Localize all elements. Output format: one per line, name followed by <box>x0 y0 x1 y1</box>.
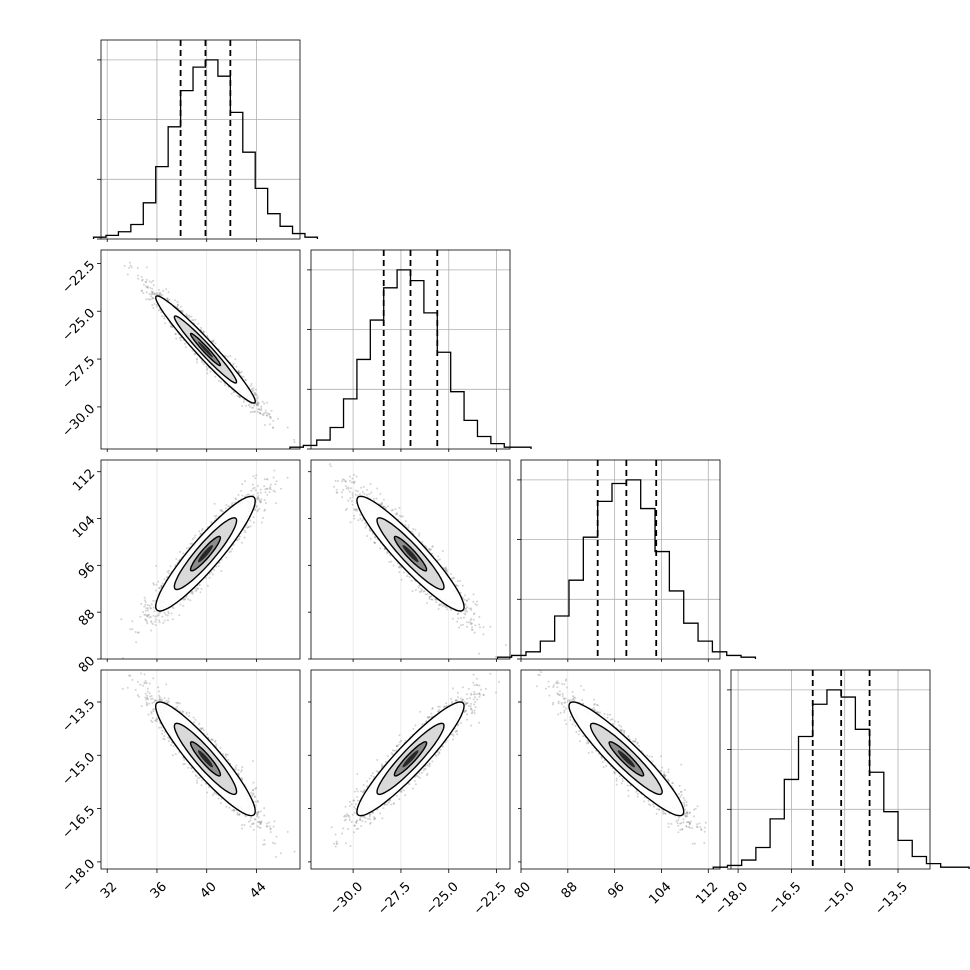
xtick-label-1-0: −30.0 <box>327 879 366 918</box>
scatter-panel-3-1 <box>310 669 511 870</box>
xtick-label-1-3: −22.5 <box>471 879 510 918</box>
xtick-label-1-1: −27.5 <box>375 879 414 918</box>
ytick-label-1-0: −30.0 <box>60 402 99 441</box>
panel-frame-0-0 <box>100 39 301 240</box>
contour-line-2-0-1 <box>173 517 238 591</box>
xtick-label-3-0: −18.0 <box>712 879 751 918</box>
contour-core-3-2 <box>617 750 635 768</box>
scatter-panel-1-0 <box>100 249 301 450</box>
contour-core-2-1 <box>402 545 419 563</box>
histogram-bars-3 <box>712 689 970 869</box>
contour-line-3-0-1 <box>173 722 238 796</box>
histogram-panel-0 <box>92 39 319 240</box>
contour-line-3-1-1 <box>376 722 445 796</box>
contour-line-3-1-0 <box>393 741 428 777</box>
xtick-label-1-2: −25.0 <box>423 879 462 918</box>
xtick-label-0-3: 44 <box>247 879 269 901</box>
contour-line-3-0-0 <box>189 741 222 777</box>
scatter-inner-3-1 <box>330 670 500 869</box>
xtick-label-0-2: 40 <box>197 879 219 901</box>
panel-frame-3-1 <box>310 669 511 870</box>
contour-core-3-0 <box>198 750 213 768</box>
contour-line-2-1-1 <box>376 517 445 591</box>
scatter-inner-3-2 <box>521 670 709 869</box>
scatter-panel-2-0 <box>100 459 301 660</box>
ytick-label-3-2: −15.0 <box>60 750 99 789</box>
ytick-label-1-3: −22.5 <box>60 258 99 297</box>
panel-frame-2-0 <box>100 459 301 660</box>
contour-line-3-0-2 <box>154 701 256 817</box>
panel-frame-2-2 <box>520 459 721 660</box>
panel-frame-3-3 <box>730 669 931 870</box>
ytick-label-2-4: 112 <box>70 466 98 494</box>
scatter-panel-3-2 <box>520 669 721 870</box>
ytick-label-2-3: 104 <box>70 513 98 541</box>
histogram-panel-1 <box>289 249 532 450</box>
panel-frame-1-0 <box>100 249 301 450</box>
panel-frame-1-1 <box>310 249 511 450</box>
xtick-label-0-0: 32 <box>98 879 120 901</box>
xtick-label-0-1: 36 <box>148 879 170 901</box>
ytick-label-3-1: −16.5 <box>60 803 99 842</box>
panel-frame-3-2 <box>520 669 721 870</box>
contour-line-1-0-1 <box>173 315 238 384</box>
scatter-panel-3-0 <box>100 669 301 870</box>
xtick-label-2-1: 88 <box>559 879 581 901</box>
contour-core-3-1 <box>402 750 419 768</box>
scatter-inner-2-1 <box>328 460 507 659</box>
contour-line-3-2-1 <box>589 722 663 796</box>
panel-frame-2-1 <box>310 459 511 660</box>
histogram-panel-2 <box>496 459 757 660</box>
contour-line-3-2-2 <box>568 701 685 817</box>
xtick-label-3-1: −16.5 <box>766 879 805 918</box>
xtick-label-2-3: 104 <box>646 879 674 907</box>
contour-line-1-0-0 <box>189 332 222 367</box>
xtick-label-3-3: −13.5 <box>872 879 911 918</box>
contour-core-1-0 <box>198 341 213 358</box>
ytick-label-2-2: 96 <box>76 560 98 582</box>
scatter-panel-2-1 <box>310 459 511 660</box>
histogram-panel-3 <box>712 669 970 870</box>
ytick-label-1-2: −25.0 <box>60 306 99 345</box>
contour-core-2-0 <box>198 545 213 563</box>
histogram-bars-1 <box>289 269 532 449</box>
contour-line-2-1-2 <box>356 495 465 612</box>
scatter-inner-1-0 <box>106 250 296 449</box>
panel-frame-3-0 <box>100 669 301 870</box>
xtick-label-2-2: 96 <box>605 879 627 901</box>
contour-line-2-0-2 <box>154 495 256 612</box>
contour-line-2-0-0 <box>189 535 222 572</box>
ytick-label-1-1: −27.5 <box>60 354 99 393</box>
contour-line-3-2-0 <box>608 741 645 777</box>
contour-line-1-0-2 <box>155 295 256 404</box>
contour-line-2-1-0 <box>393 535 428 572</box>
ytick-label-3-0: −18.0 <box>60 857 99 896</box>
scatter-inner-3-0 <box>106 670 296 869</box>
ytick-label-2-0: 80 <box>76 654 98 676</box>
ytick-label-3-3: −13.5 <box>60 697 99 736</box>
contour-line-3-1-2 <box>356 701 465 817</box>
scatter-inner-2-0 <box>106 460 289 659</box>
xtick-label-2-0: 80 <box>512 879 534 901</box>
xtick-label-3-2: −15.0 <box>819 879 858 918</box>
ytick-label-2-1: 88 <box>76 607 98 629</box>
